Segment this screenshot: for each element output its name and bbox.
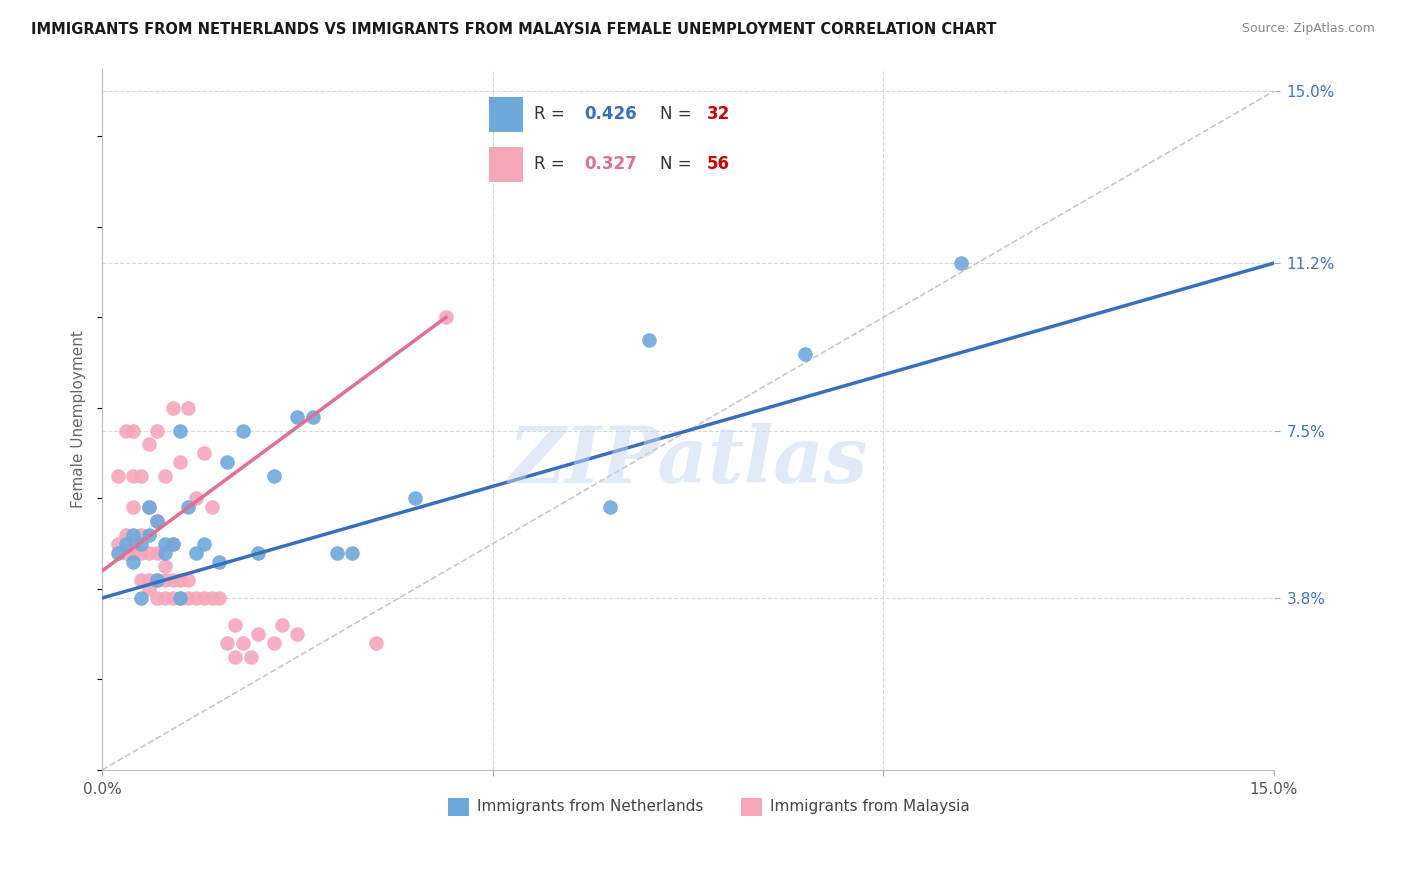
- Point: [129, 527, 152, 541]
- Point: [224, 618, 246, 632]
- FancyBboxPatch shape: [741, 798, 762, 815]
- Point: [153, 591, 176, 605]
- Point: [404, 491, 426, 506]
- Point: [193, 536, 215, 550]
- Point: [129, 536, 152, 550]
- Point: [217, 455, 239, 469]
- Point: [208, 555, 231, 569]
- Y-axis label: Female Unemployment: Female Unemployment: [72, 330, 86, 508]
- Point: [217, 636, 239, 650]
- Point: [107, 536, 129, 550]
- Point: [270, 618, 292, 632]
- Point: [287, 409, 309, 424]
- Point: [107, 468, 129, 483]
- Text: Source: ZipAtlas.com: Source: ZipAtlas.com: [1241, 22, 1375, 36]
- Point: [177, 591, 200, 605]
- Point: [129, 546, 152, 560]
- Point: [638, 333, 661, 347]
- Point: [122, 424, 145, 438]
- Point: [146, 573, 169, 587]
- Point: [232, 424, 254, 438]
- Point: [153, 468, 176, 483]
- Point: [232, 636, 254, 650]
- Point: [162, 536, 184, 550]
- Point: [146, 514, 169, 528]
- Point: [146, 424, 169, 438]
- Point: [177, 500, 200, 515]
- Point: [114, 536, 136, 550]
- Point: [177, 401, 200, 415]
- Point: [208, 591, 231, 605]
- Point: [193, 446, 215, 460]
- Point: [138, 500, 160, 515]
- Point: [263, 468, 285, 483]
- Point: [138, 546, 160, 560]
- Point: [107, 546, 129, 560]
- Point: [169, 591, 191, 605]
- Point: [122, 500, 145, 515]
- Point: [162, 536, 184, 550]
- Point: [153, 546, 176, 560]
- Point: [153, 559, 176, 574]
- Point: [434, 310, 457, 325]
- Point: [177, 573, 200, 587]
- Point: [122, 468, 145, 483]
- Point: [122, 546, 145, 560]
- Point: [122, 527, 145, 541]
- Point: [263, 636, 285, 650]
- Point: [129, 573, 152, 587]
- Point: [950, 256, 973, 270]
- Point: [129, 468, 152, 483]
- Point: [122, 555, 145, 569]
- FancyBboxPatch shape: [449, 798, 470, 815]
- Point: [146, 573, 169, 587]
- Point: [247, 627, 270, 641]
- Point: [184, 546, 207, 560]
- Text: ZIPatlas: ZIPatlas: [509, 423, 868, 500]
- Point: [138, 500, 160, 515]
- Point: [146, 514, 169, 528]
- Point: [153, 536, 176, 550]
- Point: [129, 591, 152, 605]
- Point: [364, 636, 387, 650]
- Text: Immigrants from Netherlands: Immigrants from Netherlands: [477, 799, 703, 814]
- Point: [302, 409, 325, 424]
- Point: [325, 546, 347, 560]
- Point: [114, 546, 136, 560]
- Point: [138, 573, 160, 587]
- Point: [162, 573, 184, 587]
- Point: [287, 627, 309, 641]
- Point: [184, 591, 207, 605]
- Point: [162, 591, 184, 605]
- Point: [599, 500, 621, 515]
- Point: [184, 491, 207, 506]
- Text: Immigrants from Malaysia: Immigrants from Malaysia: [770, 799, 970, 814]
- Point: [200, 500, 222, 515]
- Point: [169, 424, 191, 438]
- Point: [138, 527, 160, 541]
- Point: [200, 591, 222, 605]
- Point: [153, 573, 176, 587]
- Text: IMMIGRANTS FROM NETHERLANDS VS IMMIGRANTS FROM MALAYSIA FEMALE UNEMPLOYMENT CORR: IMMIGRANTS FROM NETHERLANDS VS IMMIGRANT…: [31, 22, 997, 37]
- Point: [146, 546, 169, 560]
- Point: [794, 346, 817, 360]
- Point: [162, 401, 184, 415]
- Point: [169, 455, 191, 469]
- Point: [114, 527, 136, 541]
- Point: [169, 573, 191, 587]
- Point: [193, 591, 215, 605]
- Point: [239, 649, 262, 664]
- Point: [122, 536, 145, 550]
- Point: [224, 649, 246, 664]
- Point: [247, 546, 270, 560]
- Point: [114, 424, 136, 438]
- Point: [169, 591, 191, 605]
- Point: [340, 546, 363, 560]
- Point: [146, 591, 169, 605]
- Point: [138, 437, 160, 451]
- Point: [138, 582, 160, 596]
